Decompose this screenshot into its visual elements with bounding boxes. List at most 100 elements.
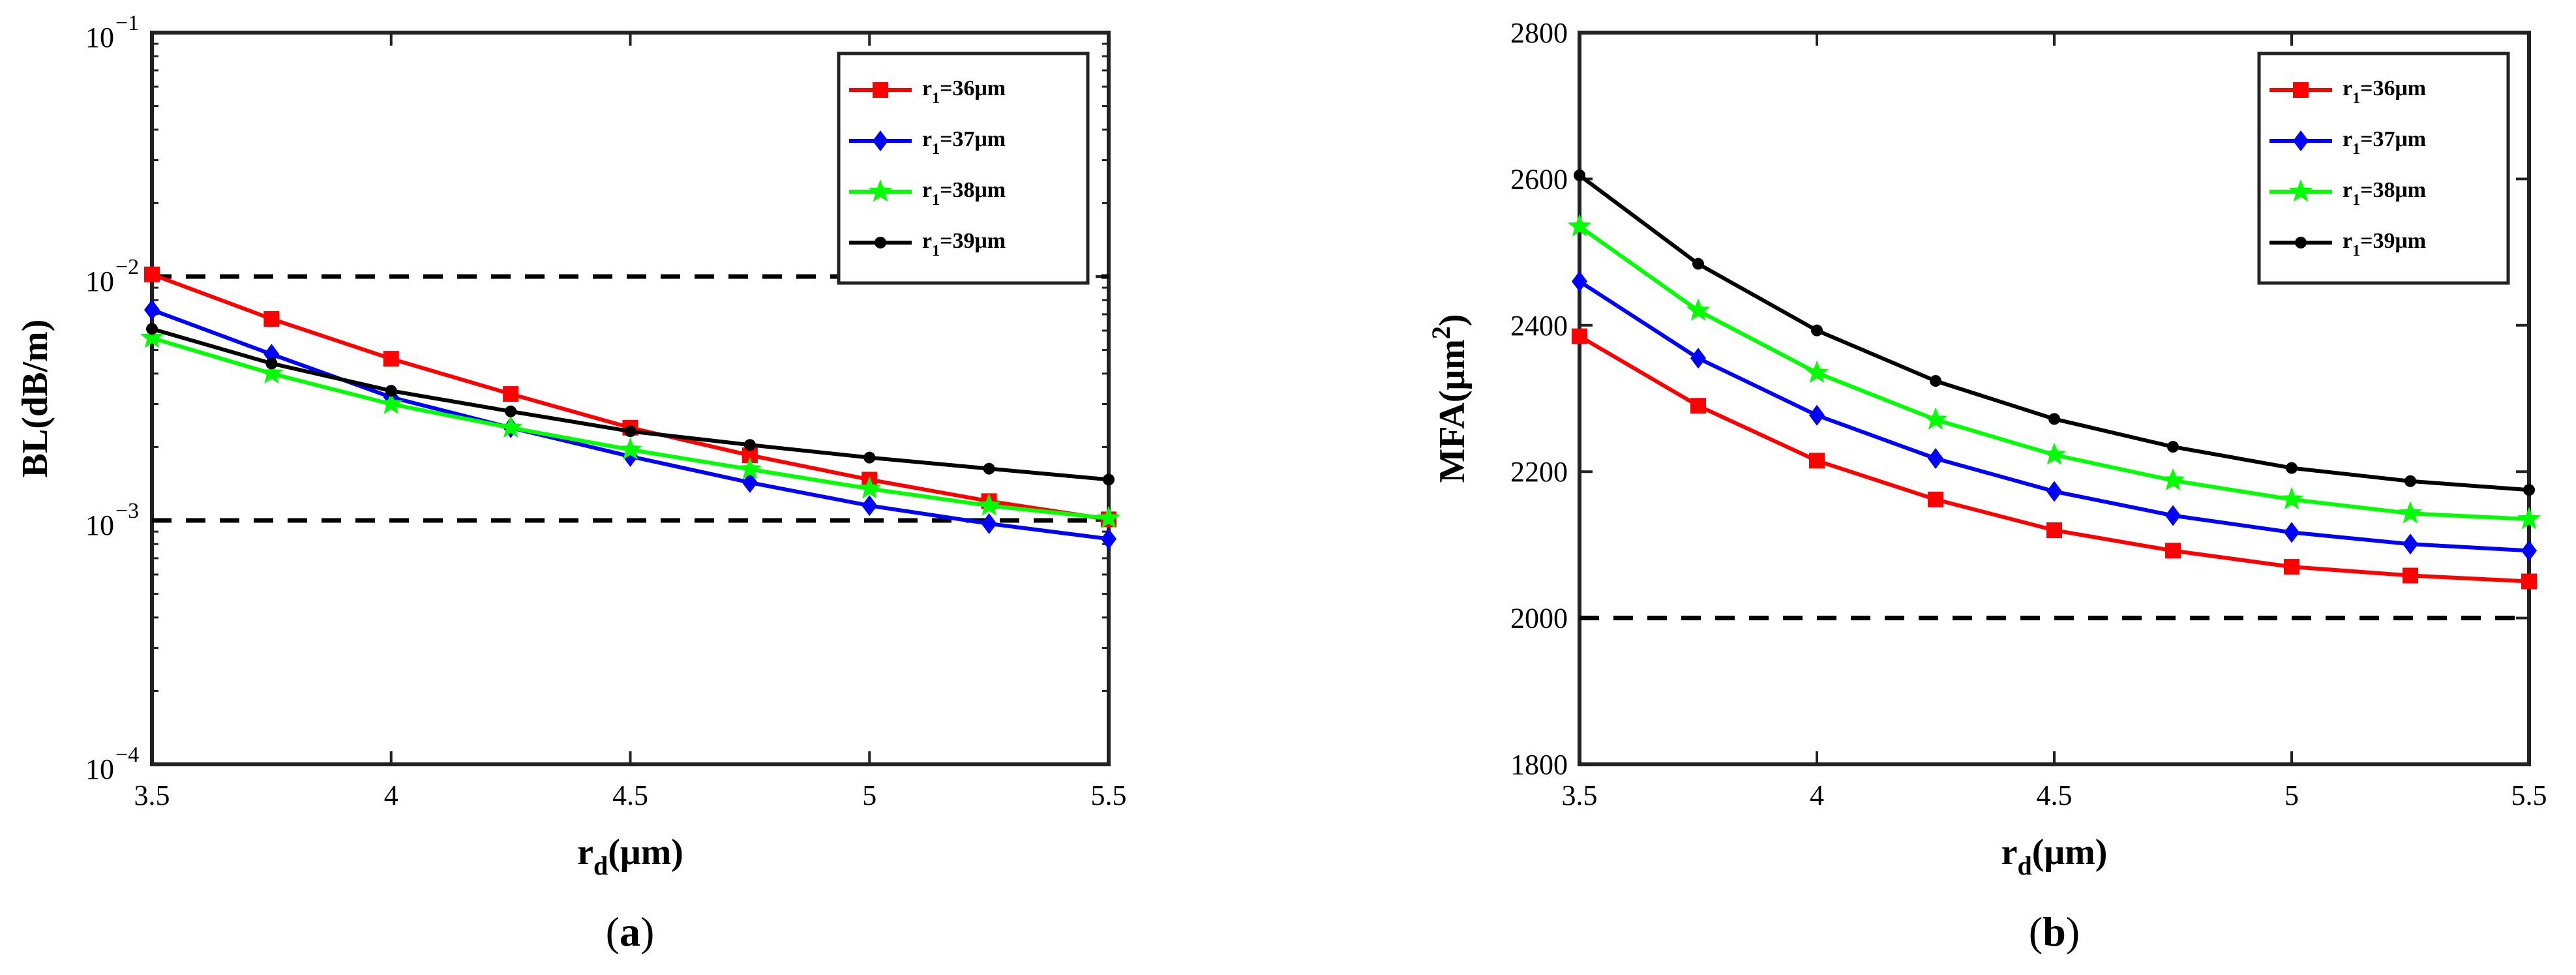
- data-point: [383, 351, 399, 367]
- data-point: [505, 405, 517, 417]
- data-point: [1805, 360, 1829, 383]
- y-tick-base: 10: [85, 22, 114, 53]
- x-tick-label: 4: [384, 779, 398, 811]
- series-1: [1572, 271, 2537, 562]
- data-point: [1572, 328, 1587, 344]
- data-point: [1572, 271, 1587, 292]
- chart-panel-a: 3.5 4 4.5 5 5.510−110−210−310 −4r1=36μmr1=37μ…: [15, 11, 1127, 955]
- data-point: [618, 437, 642, 460]
- legend-label: r1=39μm: [922, 229, 1006, 260]
- data-point: [503, 386, 519, 402]
- x-tick-label: 3.5: [134, 779, 170, 811]
- y-tick-base: 10: [85, 265, 114, 297]
- y-tick-label: 1800: [1510, 749, 1568, 781]
- series-2: [140, 325, 1121, 529]
- series-2: [1567, 214, 2541, 530]
- data-point: [2284, 522, 2299, 543]
- data-point: [263, 311, 280, 327]
- panel-caption: (b): [2029, 908, 2080, 955]
- legend-marker: [873, 130, 888, 151]
- data-point: [1809, 404, 1825, 426]
- data-point: [2523, 484, 2535, 496]
- legend-marker: [868, 179, 893, 202]
- data-point: [140, 325, 164, 348]
- y-axis-label: BL(dB/m): [15, 320, 55, 478]
- y-tick-exponent: −1: [115, 11, 139, 35]
- data-point: [983, 462, 995, 475]
- data-point: [861, 495, 878, 517]
- data-point: [265, 357, 278, 370]
- legend-label: r1=39μm: [2343, 229, 2426, 260]
- data-point: [2161, 468, 2185, 490]
- data-point: [977, 493, 1001, 516]
- data-point: [1690, 398, 1706, 414]
- legend-label: r1=37μm: [922, 127, 1006, 158]
- x-axis-label: rd(μm): [2001, 832, 2108, 880]
- data-point: [499, 415, 523, 438]
- legend-marker: [2295, 237, 2307, 248]
- data-point: [2165, 543, 2181, 559]
- data-point: [1923, 407, 1948, 430]
- data-point: [1574, 169, 1585, 181]
- data-point: [863, 451, 876, 464]
- series-3: [146, 323, 1115, 486]
- data-point: [743, 439, 756, 451]
- data-point: [1928, 491, 1943, 507]
- panel-caption: (a): [606, 908, 655, 955]
- data-point: [2279, 487, 2304, 510]
- data-point: [981, 513, 997, 534]
- data-point: [1101, 528, 1116, 550]
- y-tick-exponent: −4: [115, 743, 139, 767]
- series-3: [1574, 169, 2535, 496]
- x-tick-label: 5.5: [2511, 779, 2547, 811]
- y-tick-label: 10: [85, 753, 114, 785]
- data-point: [2404, 475, 2416, 487]
- legend: r1=36μm r1=37μm r1=38μm r1=39μm: [2257, 52, 2510, 285]
- data-point: [2165, 505, 2181, 526]
- data-point: [2167, 441, 2179, 453]
- legend-label: r1=37μm: [2343, 127, 2426, 158]
- legend-label: r1=38μm: [2343, 178, 2426, 209]
- y-tick-base: 10: [85, 753, 114, 785]
- data-point: [146, 323, 158, 335]
- data-point: [1809, 453, 1825, 469]
- data-point: [1811, 324, 1823, 337]
- x-tick-label: 5: [862, 779, 876, 811]
- data-point: [858, 476, 882, 499]
- y-tick-label: 2200: [1510, 456, 1568, 488]
- x-tick-label: 3.5: [1562, 779, 1598, 811]
- x-axis-label: rd(μm): [577, 832, 683, 880]
- series-0: [1572, 328, 2537, 590]
- data-point: [144, 266, 160, 282]
- data-point: [741, 472, 758, 493]
- x-tick-label: 5.5: [1091, 779, 1127, 811]
- y-tick-label: 10: [85, 22, 114, 53]
- legend-marker: [2293, 130, 2309, 151]
- data-point: [1686, 298, 1711, 321]
- data-point: [1928, 448, 1943, 470]
- data-point: [2046, 522, 2062, 538]
- data-point: [1692, 258, 1704, 270]
- data-point: [2517, 507, 2541, 530]
- data-point: [2042, 442, 2067, 465]
- data-point: [2046, 481, 2062, 502]
- legend-marker: [875, 237, 886, 248]
- x-tick-label: 4.5: [2037, 779, 2073, 811]
- legend-label: r1=38μm: [922, 178, 1006, 209]
- legend-marker: [2293, 82, 2309, 98]
- legend-marker: [2288, 179, 2313, 202]
- y-tick-label: 2000: [1510, 603, 1568, 635]
- legend: r1=36μm r1=37μm r1=38μm r1=39μm: [837, 52, 1090, 285]
- data-point: [624, 425, 637, 438]
- data-point: [1930, 375, 1941, 387]
- series-line: [151, 272, 1109, 522]
- data-point: [2048, 413, 2060, 425]
- y-tick-label: 2600: [1510, 163, 1568, 195]
- data-point: [738, 457, 762, 479]
- y-tick-label: 10: [85, 265, 114, 297]
- x-tick-label: 4: [1810, 779, 1824, 811]
- data-point: [2284, 559, 2299, 575]
- data-point: [2286, 462, 2298, 474]
- y-tick-exponent: −3: [115, 499, 139, 523]
